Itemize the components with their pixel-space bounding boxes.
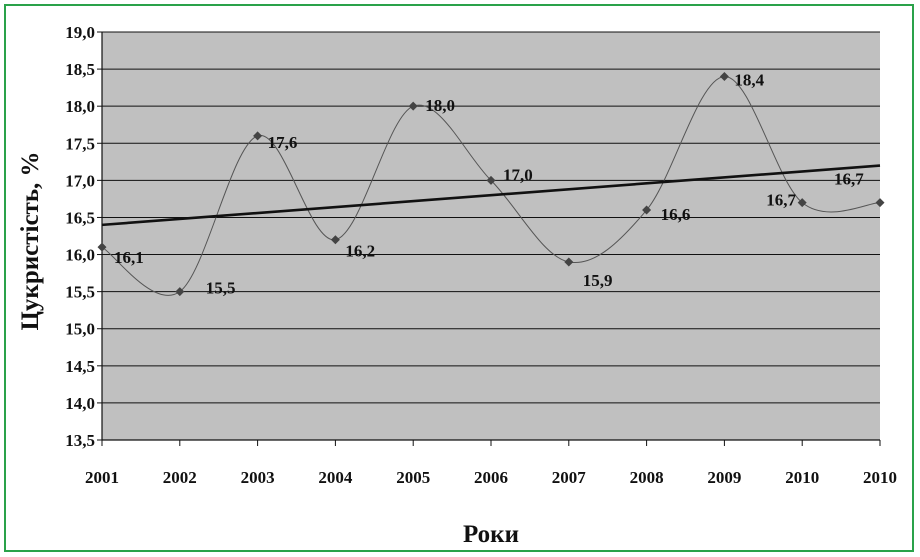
x-tick-label: 2004 <box>318 468 353 487</box>
y-tick-label: 15,0 <box>65 320 95 339</box>
x-tick-label: 2009 <box>707 468 741 487</box>
data-point <box>253 131 263 141</box>
data-markers <box>97 72 885 297</box>
data-label: 15,9 <box>583 271 613 290</box>
x-tick-label: 2007 <box>552 468 587 487</box>
y-tick-label: 14,0 <box>65 394 95 413</box>
y-tick-label: 18,5 <box>65 60 95 79</box>
y-tick-label: 17,0 <box>65 171 95 190</box>
x-tick-labels: 2001 2002 2003 2004 2005 2006 2007 2008 2009 2010… <box>85 468 897 487</box>
x-tick-label: 2001 <box>85 468 119 487</box>
data-point <box>97 242 107 252</box>
y-tick-label: 17,5 <box>65 134 95 153</box>
data-point <box>875 198 885 208</box>
series-line <box>101 76 881 296</box>
data-label: 15,5 <box>206 279 236 298</box>
x-tick-label: 2010 <box>785 468 819 487</box>
data-label: 18,0 <box>425 96 455 115</box>
trend-line <box>101 164 881 227</box>
x-tick-label: 2005 <box>396 468 430 487</box>
data-point <box>408 101 418 111</box>
data-label: 16,2 <box>345 242 375 261</box>
data-label: 16,6 <box>661 205 691 224</box>
x-tick-label: 2010 <box>863 468 897 487</box>
x-tick-label: 2006 <box>474 468 508 487</box>
y-tick-label: 16,5 <box>65 208 95 227</box>
y-tick-label: 18,0 <box>65 97 95 116</box>
y-tick-label: 13,5 <box>65 431 95 450</box>
data-point <box>175 287 185 297</box>
data-labels: 16,1 15,5 17,6 16,2 18,0 17,0 15,9 16,6 18,4 16,7… <box>114 71 864 298</box>
x-tick-label: 2002 <box>163 468 197 487</box>
data-point <box>330 235 340 245</box>
data-point <box>642 205 652 215</box>
data-label: 17,0 <box>503 165 533 184</box>
data-label: 17,6 <box>268 133 298 152</box>
x-tick-label: 2003 <box>241 468 275 487</box>
plot-area <box>102 32 880 440</box>
data-label: 16,1 <box>114 248 144 267</box>
y-tick-labels: 13,5 14,0 14,5 15,0 15,5 16,0 16,5 17,0 17,5 18,0… <box>65 23 95 450</box>
y-tick-label: 16,0 <box>65 246 95 265</box>
y-tick-label: 14,5 <box>65 357 95 376</box>
data-point <box>719 72 729 82</box>
y-axis-title: Цукристість, % <box>17 151 44 330</box>
data-point <box>564 257 574 267</box>
data-label: 16,7 <box>766 191 796 210</box>
x-tick-label: 2008 <box>630 468 664 487</box>
y-tick-label: 15,5 <box>65 283 95 302</box>
x-axis-title: Роки <box>463 521 519 548</box>
data-label: 18,4 <box>734 71 764 90</box>
y-tick-label: 19,0 <box>65 23 95 42</box>
axes <box>101 32 881 446</box>
data-point <box>486 175 496 185</box>
data-label: 16,7 <box>834 170 864 189</box>
data-point <box>797 198 807 208</box>
